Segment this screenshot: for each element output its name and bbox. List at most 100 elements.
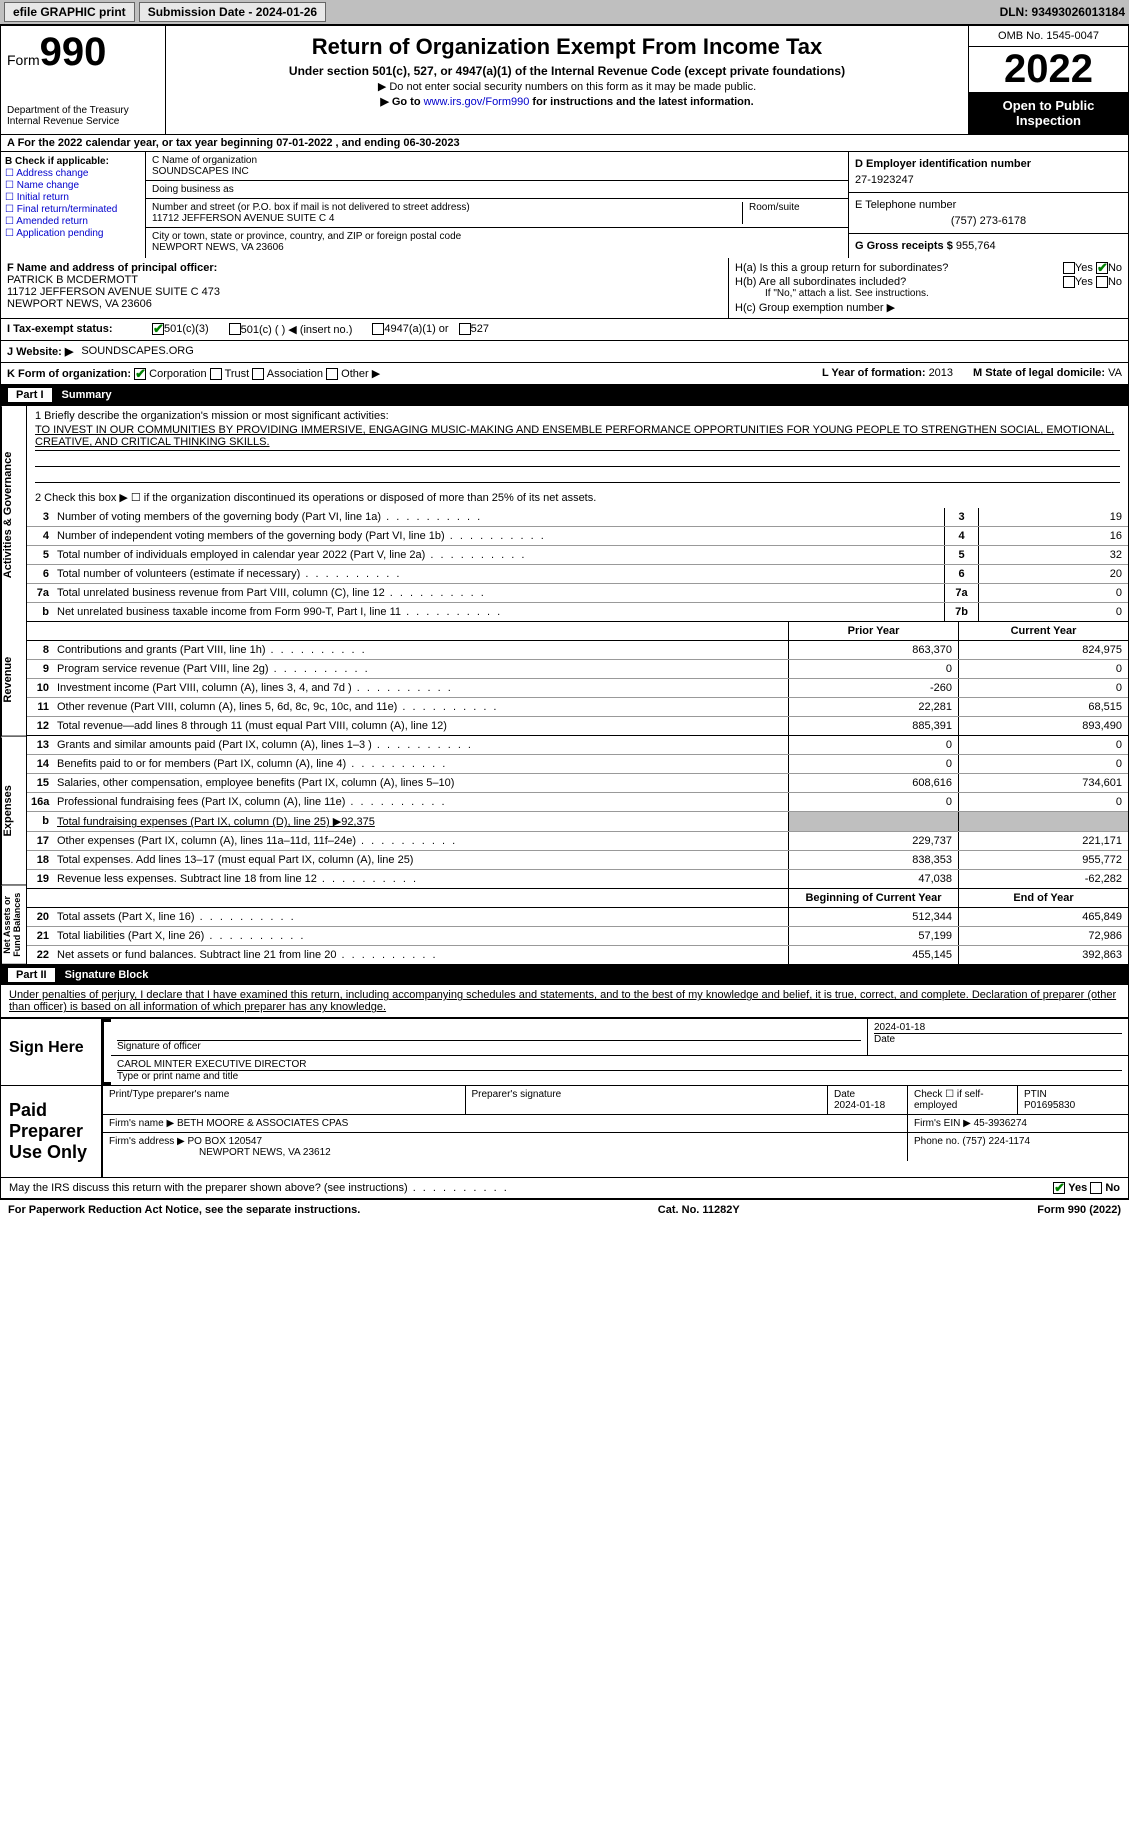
chk-trust[interactable]	[210, 368, 222, 380]
bcd-grid: B Check if applicable: ☐ Address change …	[0, 152, 1129, 258]
l16b-t: Total fundraising expenses (Part IX, col…	[53, 812, 788, 831]
l17-p: 229,737	[788, 832, 958, 850]
chk-other[interactable]	[326, 368, 338, 380]
note-link: ▶ Go to www.irs.gov/Form990 for instruct…	[174, 95, 960, 108]
may-yes[interactable]	[1053, 1182, 1065, 1194]
l16a-n: 16a	[27, 793, 53, 811]
l14-c: 0	[958, 755, 1128, 773]
mission-text: TO INVEST IN OUR COMMUNITIES BY PROVIDIN…	[35, 422, 1120, 451]
ha-yes[interactable]	[1063, 262, 1075, 274]
opt-assoc: Association	[267, 368, 323, 380]
may-no[interactable]	[1090, 1182, 1102, 1194]
chk-pending[interactable]: ☐ Application pending	[5, 228, 141, 239]
l11-p: 22,281	[788, 698, 958, 716]
l9-t: Program service revenue (Part VIII, line…	[53, 660, 788, 678]
l19-p: 47,038	[788, 870, 958, 888]
line-16b: bTotal fundraising expenses (Part IX, co…	[27, 812, 1128, 832]
summary-body: 1 Briefly describe the organization's mi…	[27, 406, 1128, 964]
bracket-icon	[101, 1019, 111, 1085]
hb-yes[interactable]	[1063, 276, 1075, 288]
l4-v: 16	[978, 527, 1128, 545]
l16a-p: 0	[788, 793, 958, 811]
sig-name: CAROL MINTER EXECUTIVE DIRECTOR Type or …	[111, 1056, 1128, 1085]
l11-t: Other revenue (Part VIII, column (A), li…	[53, 698, 788, 716]
phone-val: (757) 273-6178	[855, 215, 1122, 227]
room-label: Room/suite	[749, 202, 842, 213]
l18-c: 955,772	[958, 851, 1128, 869]
firm-name: Firm's name ▶ BETH MOORE & ASSOCIATES CP…	[103, 1115, 908, 1132]
footer-mid: Cat. No. 11282Y	[658, 1204, 740, 1216]
l12-t: Total revenue—add lines 8 through 11 (mu…	[53, 717, 788, 735]
form-number: Form990	[7, 30, 159, 75]
mission-blank2	[35, 467, 1120, 483]
firm-addr2: NEWPORT NEWS, VA 23612	[199, 1147, 331, 1158]
line-10: 10Investment income (Part VIII, column (…	[27, 679, 1128, 698]
net-header: Beginning of Current YearEnd of Year	[27, 889, 1128, 908]
chk-amended[interactable]: ☐ Amended return	[5, 216, 141, 227]
l20-c: 465,849	[958, 908, 1128, 926]
l14-t: Benefits paid to or for members (Part IX…	[53, 755, 788, 773]
l3-t: Number of voting members of the governin…	[53, 508, 944, 526]
line-4: 4Number of independent voting members of…	[27, 527, 1128, 546]
row-j: J Website: ▶ SOUNDSCAPES.ORG	[0, 341, 1129, 363]
chk-501c[interactable]	[229, 323, 241, 335]
chk-name[interactable]: ☐ Name change	[5, 180, 141, 191]
row-i: I Tax-exempt status: 501(c)(3) 501(c) ( …	[0, 319, 1129, 341]
row-a-text: A For the 2022 calendar year, or tax yea…	[7, 137, 460, 149]
mission-block: 1 Briefly describe the organization's mi…	[27, 406, 1128, 508]
chk-final[interactable]: ☐ Final return/terminated	[5, 204, 141, 215]
l6-t: Total number of volunteers (estimate if …	[53, 565, 944, 583]
l6-v: 20	[978, 565, 1128, 583]
prep-print-lbl: Print/Type preparer's name	[103, 1086, 466, 1114]
l19-t: Revenue less expenses. Subtract line 18 …	[53, 870, 788, 888]
omb-number: OMB No. 1545-0047	[969, 26, 1128, 47]
irs-label: Internal Revenue Service	[7, 116, 159, 127]
l16a-t: Professional fundraising fees (Part IX, …	[53, 793, 788, 811]
cell-name: C Name of organization SOUNDSCAPES INC	[146, 152, 848, 181]
firm-addr-lbl: Firm's address ▶	[109, 1136, 185, 1147]
opt-other: Other ▶	[341, 368, 380, 380]
goto-prefix: ▶ Go to	[380, 96, 423, 108]
efile-button[interactable]: efile GRAPHIC print	[4, 2, 135, 22]
l12-p: 885,391	[788, 717, 958, 735]
chk-assoc[interactable]	[252, 368, 264, 380]
m-val: VA	[1108, 367, 1122, 379]
chk-527[interactable]	[459, 323, 471, 335]
chk-corp[interactable]	[134, 368, 146, 380]
prep-sig-lbl: Preparer's signature	[466, 1086, 829, 1114]
form-num: 990	[40, 30, 107, 74]
m-cell: M State of legal domicile: VA	[973, 367, 1122, 380]
sign-here: Sign Here Signature of officer 2024-01-1…	[0, 1018, 1129, 1086]
i-label: I Tax-exempt status:	[7, 323, 152, 336]
chk-4947[interactable]	[372, 323, 384, 335]
line-12: 12Total revenue—add lines 8 through 11 (…	[27, 717, 1128, 736]
opt-amended: Amended return	[16, 216, 88, 227]
summary-section: Activities & Governance Revenue Expenses…	[0, 405, 1129, 965]
penalties-text: Under penalties of perjury, I declare th…	[0, 985, 1129, 1018]
ptin-lbl: PTIN	[1024, 1089, 1047, 1100]
street-label: Number and street (or P.O. box if mail i…	[152, 202, 742, 213]
top-bar: efile GRAPHIC print Submission Date - 20…	[0, 0, 1129, 25]
sig-name-lbl: Type or print name and title	[117, 1070, 1122, 1082]
tax-year: 2022	[969, 47, 1128, 92]
part1-header: Part I Summary	[0, 385, 1129, 405]
chk-initial[interactable]: ☐ Initial return	[5, 192, 141, 203]
q1-label: 1 Briefly describe the organization's mi…	[35, 410, 1120, 422]
chk-501c3[interactable]	[152, 323, 164, 335]
chk-address[interactable]: ☐ Address change	[5, 168, 141, 179]
l13-c: 0	[958, 736, 1128, 754]
rev-header: Prior YearCurrent Year	[27, 622, 1128, 641]
ha-no[interactable]	[1096, 262, 1108, 274]
l18-n: 18	[27, 851, 53, 869]
l21-n: 21	[27, 927, 53, 945]
l17-n: 17	[27, 832, 53, 850]
hb-no[interactable]	[1096, 276, 1108, 288]
may-irs-yesno: Yes No	[1053, 1182, 1120, 1194]
line-7b: bNet unrelated business taxable income f…	[27, 603, 1128, 622]
l7b-v: 0	[978, 603, 1128, 621]
m-label: M State of legal domicile:	[973, 367, 1105, 379]
irs-link[interactable]: www.irs.gov/Form990	[424, 96, 530, 108]
l20-n: 20	[27, 908, 53, 926]
l-label: L Year of formation:	[822, 367, 926, 379]
l15-n: 15	[27, 774, 53, 792]
